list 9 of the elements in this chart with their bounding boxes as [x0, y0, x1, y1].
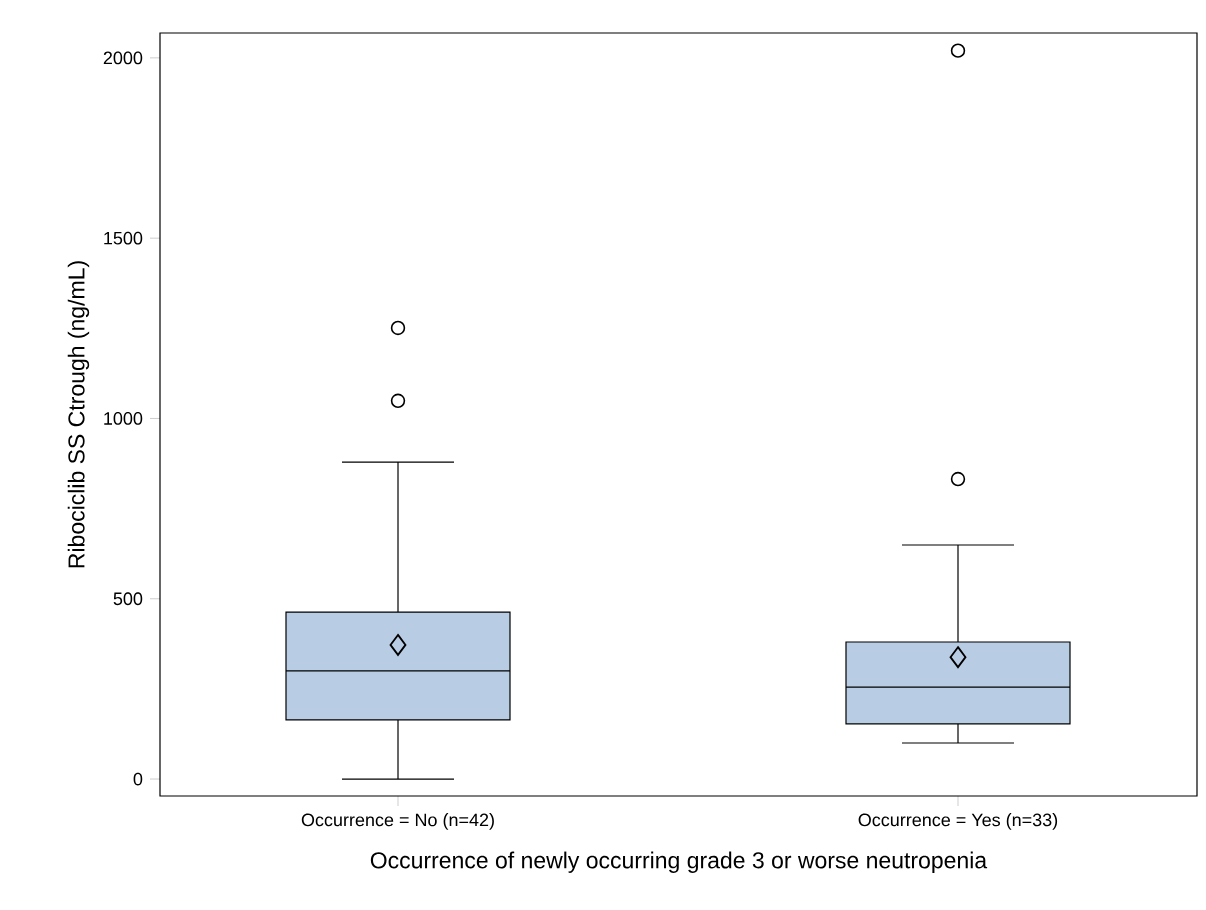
- x-tick-label: Occurrence = Yes (n=33): [858, 813, 1058, 830]
- y-tick-label: 500: [113, 592, 143, 606]
- y-axis-title: Ribociclib SS Ctrough (ng/mL): [67, 261, 90, 568]
- y-tick-label: 1000: [104, 412, 143, 425]
- y-tick-label: 0: [133, 772, 143, 786]
- x-tick-label: Occurrence = No (n=42): [301, 813, 494, 830]
- y-tick-label: 2000: [103, 51, 143, 65]
- x-axis-title: Occurrence of newly occurring grade 3 or worse neutropenia: [370, 851, 988, 873]
- y-tick-label: 1500: [104, 231, 143, 245]
